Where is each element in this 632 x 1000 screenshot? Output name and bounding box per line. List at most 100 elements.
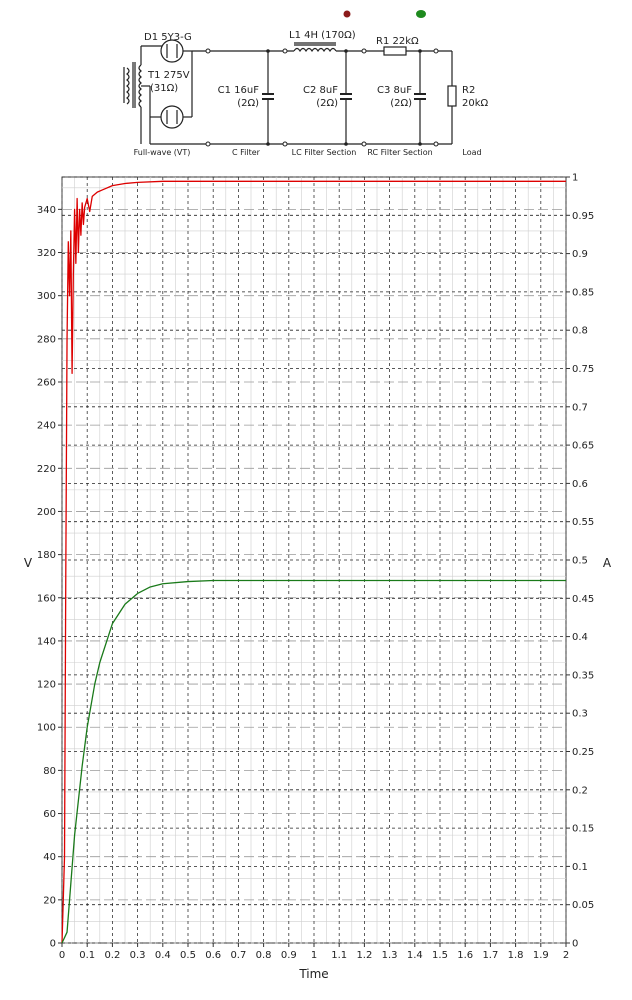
x-tick-label: 0 — [59, 950, 65, 961]
transformer-label: T1 275V — [147, 70, 190, 81]
y-right-tick-label: 0.6 — [572, 479, 588, 490]
c1-esr-label: (2Ω) — [237, 98, 259, 109]
y-right-tick-label: 0.45 — [572, 594, 594, 605]
y-left-tick-label: 40 — [43, 852, 56, 863]
y-right-tick-label: 0 — [572, 939, 578, 950]
right-axis: 0 0.05 0.1 0.15 0.2 0.25 0.3 0.35 0.4 0.45 0.5 0.55… — [566, 173, 594, 950]
y-left-tick-label: 120 — [37, 680, 56, 691]
y-right-tick-label: 0.95 — [572, 211, 594, 222]
y-right-tick-label: 0.85 — [572, 287, 594, 298]
series-line-1 — [61, 180, 566, 944]
x-tick-label: 1.7 — [482, 950, 498, 961]
r2-value-label: 20kΩ — [462, 98, 489, 109]
y-left-tick-label: 220 — [37, 464, 56, 475]
rectifier-tube-top — [141, 39, 192, 63]
left-axis: 0 20 40 60 80 100 120 140 160 180 200 220 240 260 280 3… — [37, 205, 62, 950]
y-right-tick-label: 0.7 — [572, 402, 588, 413]
capacitor-c3 — [414, 51, 426, 144]
y-left-tick-label: 180 — [37, 550, 56, 561]
y-left-tick-label: 240 — [37, 421, 56, 432]
y-right-tick-label: 0.3 — [572, 709, 588, 720]
y-left-tick-label: 20 — [43, 895, 56, 906]
chart-series — [61, 180, 566, 944]
y-left-tick-label: 60 — [43, 809, 56, 820]
y-left-tick-label: 300 — [37, 291, 56, 302]
rectifier-label: D1 5Y3-G — [144, 32, 192, 43]
y-left-tick-label: 100 — [37, 723, 56, 734]
y-left-tick-label: 80 — [43, 766, 56, 777]
y-right-tick-label: 0.35 — [572, 670, 594, 681]
r1-label: R1 22kΩ — [376, 36, 419, 47]
y-left-tick-label: 320 — [37, 248, 56, 259]
x-tick-label: 0.5 — [180, 950, 196, 961]
rectifier-tube-bottom — [150, 105, 192, 129]
transformer-symbol — [123, 46, 151, 144]
x-tick-label: 2 — [563, 950, 569, 961]
voltage-current-chart: 0204060801001201401601802002202402602803… — [24, 173, 612, 982]
y-left-tick-label: 200 — [37, 507, 56, 518]
x-tick-label: 1.4 — [407, 950, 423, 961]
x-tick-label: 0.3 — [130, 950, 146, 961]
inductor-l1 — [293, 42, 337, 53]
y-right-tick-label: 1 — [572, 173, 578, 184]
x-tick-label: 1.9 — [533, 950, 549, 961]
x-tick-label: 0.2 — [104, 950, 120, 961]
y-right-tick-label: 0.5 — [572, 556, 588, 567]
y-right-tick-label: 0.15 — [572, 824, 594, 835]
red-probe-indicator — [343, 10, 351, 18]
resistor-r2 — [447, 51, 457, 144]
r2-label: R2 — [462, 85, 475, 96]
capacitor-c2 — [340, 51, 352, 144]
c2-esr-label: (2Ω) — [316, 98, 338, 109]
y-axis-left-label: V — [24, 556, 33, 570]
y-axis-right-label: A — [603, 556, 612, 570]
x-tick-label: 0.4 — [155, 950, 171, 961]
y-left-tick-label: 140 — [37, 636, 56, 647]
y-left-tick-label: 260 — [37, 377, 56, 388]
y-right-tick-label: 0.55 — [572, 517, 594, 528]
x-tick-label: 1.3 — [382, 950, 398, 961]
y-right-tick-label: 0.4 — [572, 632, 588, 643]
y-left-tick-label: 160 — [37, 593, 56, 604]
x-tick-label: 1 — [311, 950, 317, 961]
x-tick-label: 0.8 — [256, 950, 272, 961]
y-right-tick-label: 0.2 — [572, 785, 588, 796]
y-right-tick-label: 0.1 — [572, 862, 588, 873]
section-label-rectifier: Full-wave (VT) — [134, 148, 191, 157]
transformer-resistance-label: (31Ω) — [150, 83, 178, 94]
resistor-r1 — [383, 46, 407, 56]
section-label-lc-filter: LC Filter Section — [292, 148, 357, 157]
section-label-c-filter: C Filter — [232, 148, 261, 157]
y-right-tick-label: 0.75 — [572, 364, 594, 375]
green-probe-indicator — [416, 10, 426, 18]
x-tick-label: 0.9 — [281, 950, 297, 961]
section-label-rc-filter: RC Filter Section — [367, 148, 432, 157]
x-tick-label: 0.1 — [79, 950, 95, 961]
y-left-tick-label: 280 — [37, 334, 56, 345]
y-right-tick-label: 0.8 — [572, 326, 588, 337]
y-right-tick-label: 0.25 — [572, 747, 594, 758]
y-right-tick-label: 0.9 — [572, 249, 588, 260]
x-tick-label: 1.1 — [331, 950, 347, 961]
l1-label: L1 4H (170Ω) — [289, 30, 356, 41]
chart-grid — [61, 176, 567, 944]
x-tick-label: 0.7 — [230, 950, 246, 961]
x-tick-label: 1.6 — [457, 950, 473, 961]
x-tick-label: 0.6 — [205, 950, 221, 961]
c3-esr-label: (2Ω) — [390, 98, 412, 109]
capacitor-c1 — [262, 51, 274, 144]
c3-label: C3 8uF — [377, 85, 412, 96]
y-left-tick-label: 0 — [50, 939, 56, 950]
x-tick-label: 1.5 — [432, 950, 448, 961]
series-line-2 — [61, 579, 566, 944]
x-axis-label: Time — [298, 967, 328, 981]
x-tick-label: 1.8 — [508, 950, 524, 961]
filter-schematic: D1 5Y3-G T1 275V (31Ω) C1 16uF (2Ω) L1 4… — [123, 10, 489, 157]
x-axis: 0 0.1 0.2 0.3 0.4 0.5 0.6 0.7 0.8 0.9 1 1.1 1.2 1.3 1.… — [59, 943, 569, 961]
y-left-tick-label: 340 — [37, 205, 56, 216]
y-right-tick-label: 0.05 — [572, 900, 594, 911]
c1-label: C1 16uF — [218, 85, 260, 96]
x-tick-label: 1.2 — [356, 950, 372, 961]
y-right-tick-label: 0.65 — [572, 441, 594, 452]
section-label-load: Load — [462, 148, 481, 157]
